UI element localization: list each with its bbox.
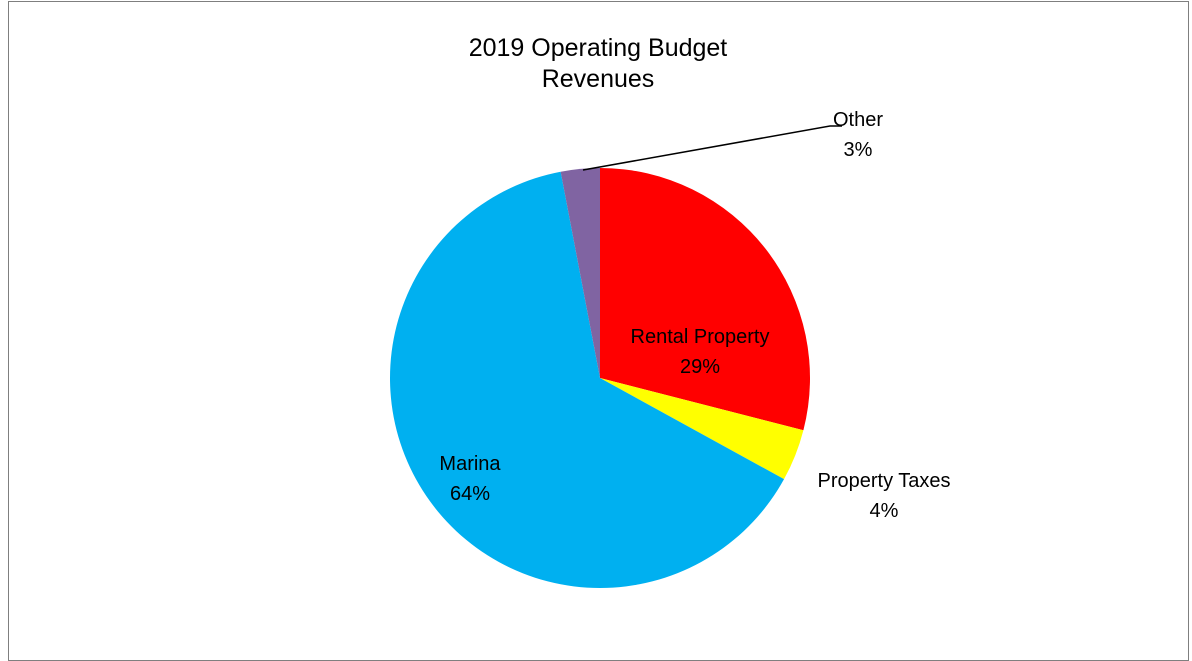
data-labels: Rental Property 29% Property Taxes 4% Marina… [439, 109, 950, 522]
data-label-category: Property Taxes [817, 470, 950, 492]
pie-slice-property-taxes [600, 378, 804, 480]
data-label-percent: 3% [844, 139, 873, 161]
leader-lines [582, 125, 842, 171]
pie-slice-marina [390, 171, 785, 589]
pie-slice-other [560, 168, 600, 378]
data-label-percent: 29% [680, 356, 720, 378]
leader-line-other [582, 125, 842, 171]
chart-title-line-2: Revenues [542, 65, 655, 93]
chart-title-line-1: 2019 Operating Budget [469, 34, 728, 62]
data-label-percent: 4% [870, 500, 899, 522]
data-label-category: Rental Property [631, 326, 770, 348]
chart-title: 2019 Operating Budget Revenues [469, 34, 728, 93]
data-label-percent: 64% [450, 483, 490, 505]
pie-slices [390, 168, 811, 589]
data-label-category: Marina [439, 453, 501, 475]
pie-slice-rental-property [600, 168, 811, 431]
data-label-category: Other [833, 109, 883, 131]
